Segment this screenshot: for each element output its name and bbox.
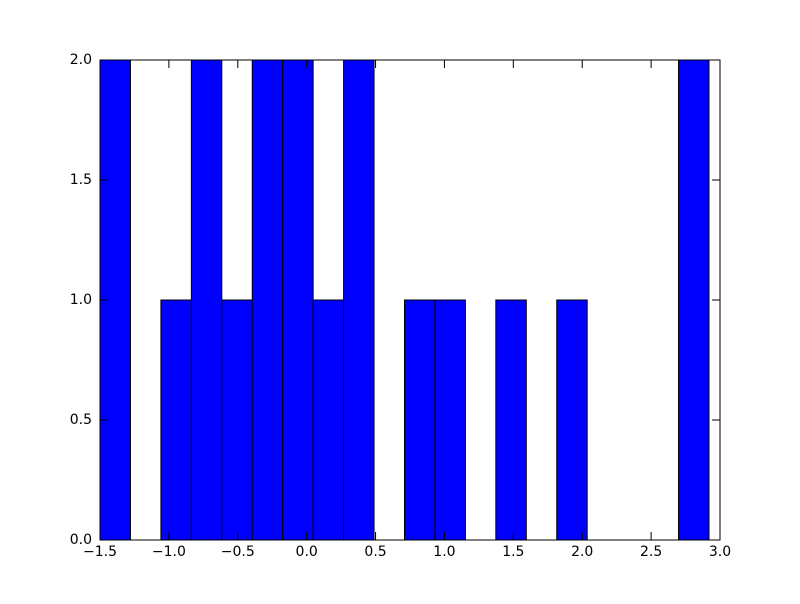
x-tick-label: 2.0	[571, 544, 593, 560]
x-tick-label: −0.5	[221, 544, 255, 560]
x-tick-label: −1.5	[83, 544, 117, 560]
bar	[160, 299, 192, 541]
bar	[495, 299, 527, 541]
y-tick-label: 1.0	[70, 292, 92, 308]
x-tick-label: 2.5	[640, 544, 662, 560]
x-tick-label: 3.0	[709, 544, 731, 560]
x-tick-label: 0.5	[364, 544, 386, 560]
y-tick-label: 0.5	[70, 412, 92, 428]
y-tick-label: 2.0	[70, 52, 92, 68]
bar	[678, 59, 710, 541]
y-tick-label: 1.5	[70, 172, 92, 188]
x-tick-label: 1.5	[502, 544, 524, 560]
bar	[251, 59, 284, 541]
x-tick-label: 1.0	[433, 544, 455, 560]
bar	[282, 59, 314, 541]
bar	[403, 299, 436, 541]
bar	[312, 299, 345, 541]
bar	[434, 299, 466, 541]
x-tick-label: −1.0	[152, 544, 186, 560]
bar	[221, 299, 253, 541]
y-tick-label: 0.0	[70, 532, 92, 548]
bar	[556, 299, 588, 541]
bar	[343, 59, 375, 541]
x-tick-label: 0.0	[296, 544, 318, 560]
bar	[190, 59, 223, 541]
